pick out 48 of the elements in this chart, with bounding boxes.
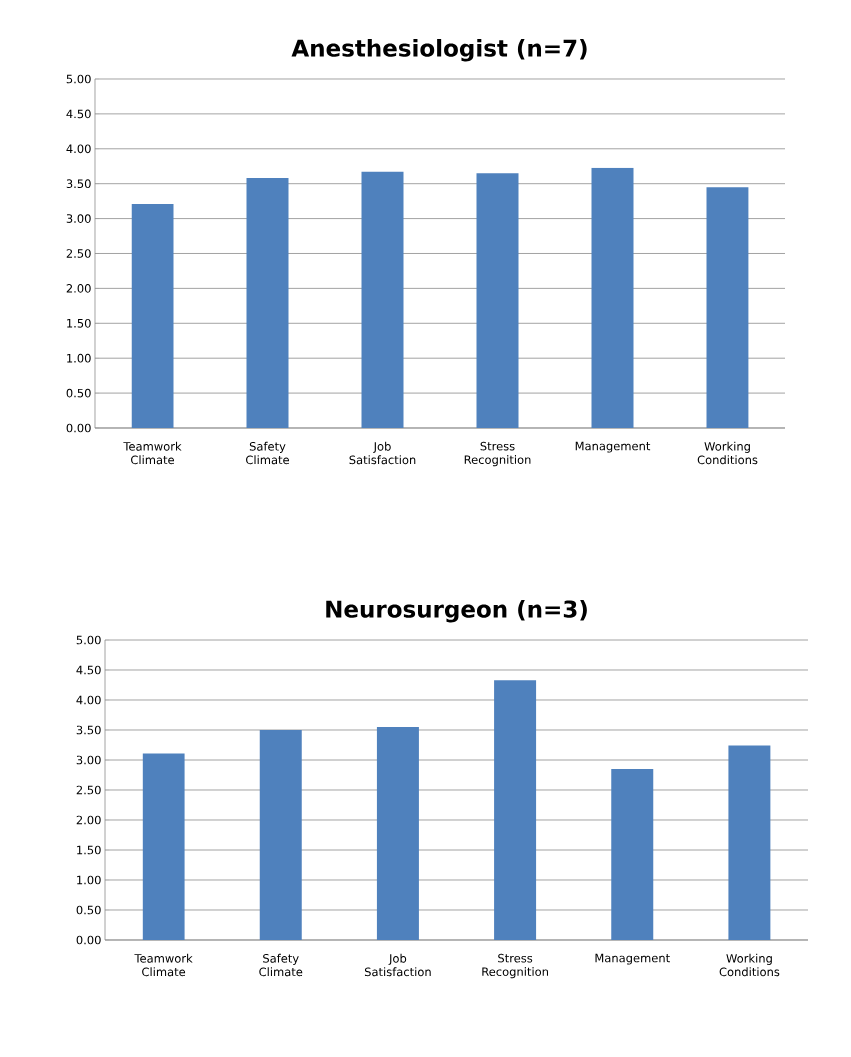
bar (259, 730, 302, 940)
bar (131, 203, 174, 428)
x-tick-label: Teamwork Climate (134, 953, 193, 977)
y-tick-label: 4.50 (66, 109, 91, 119)
x-tick-label: Management (595, 953, 670, 965)
x-tick-label: Stress Recognition (482, 953, 548, 979)
y-tick-label: 3.00 (76, 755, 101, 765)
y-tick-label: 4.00 (66, 144, 91, 154)
bar (494, 680, 537, 940)
bar (611, 769, 654, 940)
y-tick-label: 0.50 (76, 905, 101, 915)
chart-title: Neurosurgeon (n=3) (326, 600, 587, 623)
bar (376, 727, 419, 940)
bar (591, 167, 634, 428)
x-tick-label: Teamwork Climate (123, 441, 182, 465)
y-tick-label: 2.00 (76, 815, 101, 825)
y-tick-label: 1.00 (77, 875, 101, 885)
chart-title: Anesthesiologist (n=7) (291, 39, 587, 62)
y-tick-label: 5.00 (76, 635, 101, 645)
x-tick-label: Safety Climate (259, 953, 303, 977)
bar (246, 178, 289, 428)
y-tick-label: 2.00 (66, 284, 91, 293)
y-tick-label: 2.50 (66, 249, 91, 258)
y-tick-label: 5.00 (66, 74, 91, 84)
bar (476, 173, 519, 428)
y-tick-label: 0.00 (76, 935, 101, 945)
x-tick-label: Working Conditions (697, 441, 758, 465)
x-tick-label: Safety Climate (246, 441, 290, 465)
bar (361, 171, 404, 428)
x-tick-label: Working Conditions (719, 953, 780, 977)
bar (142, 753, 185, 940)
y-tick-label: 1.50 (77, 845, 101, 855)
x-tick-label: Job Satisfaction (364, 953, 431, 977)
y-tick-label: 3.50 (76, 725, 101, 735)
bar (706, 187, 749, 428)
y-tick-label: 3.50 (66, 179, 91, 189)
bar (728, 745, 771, 940)
x-tick-label: Management (575, 441, 651, 453)
y-tick-label: 2.50 (76, 785, 101, 795)
y-tick-label: 3.00 (66, 214, 91, 223)
x-tick-label: Stress Recognition (464, 441, 531, 467)
y-tick-label: 0.50 (66, 388, 91, 398)
y-tick-label: 0.00 (66, 423, 91, 433)
y-tick-label: 1.00 (67, 353, 91, 363)
y-tick-label: 4.50 (76, 665, 101, 675)
x-tick-label: Job Satisfaction (349, 441, 416, 465)
y-tick-label: 4.00 (76, 695, 101, 705)
y-tick-label: 1.50 (67, 318, 91, 328)
